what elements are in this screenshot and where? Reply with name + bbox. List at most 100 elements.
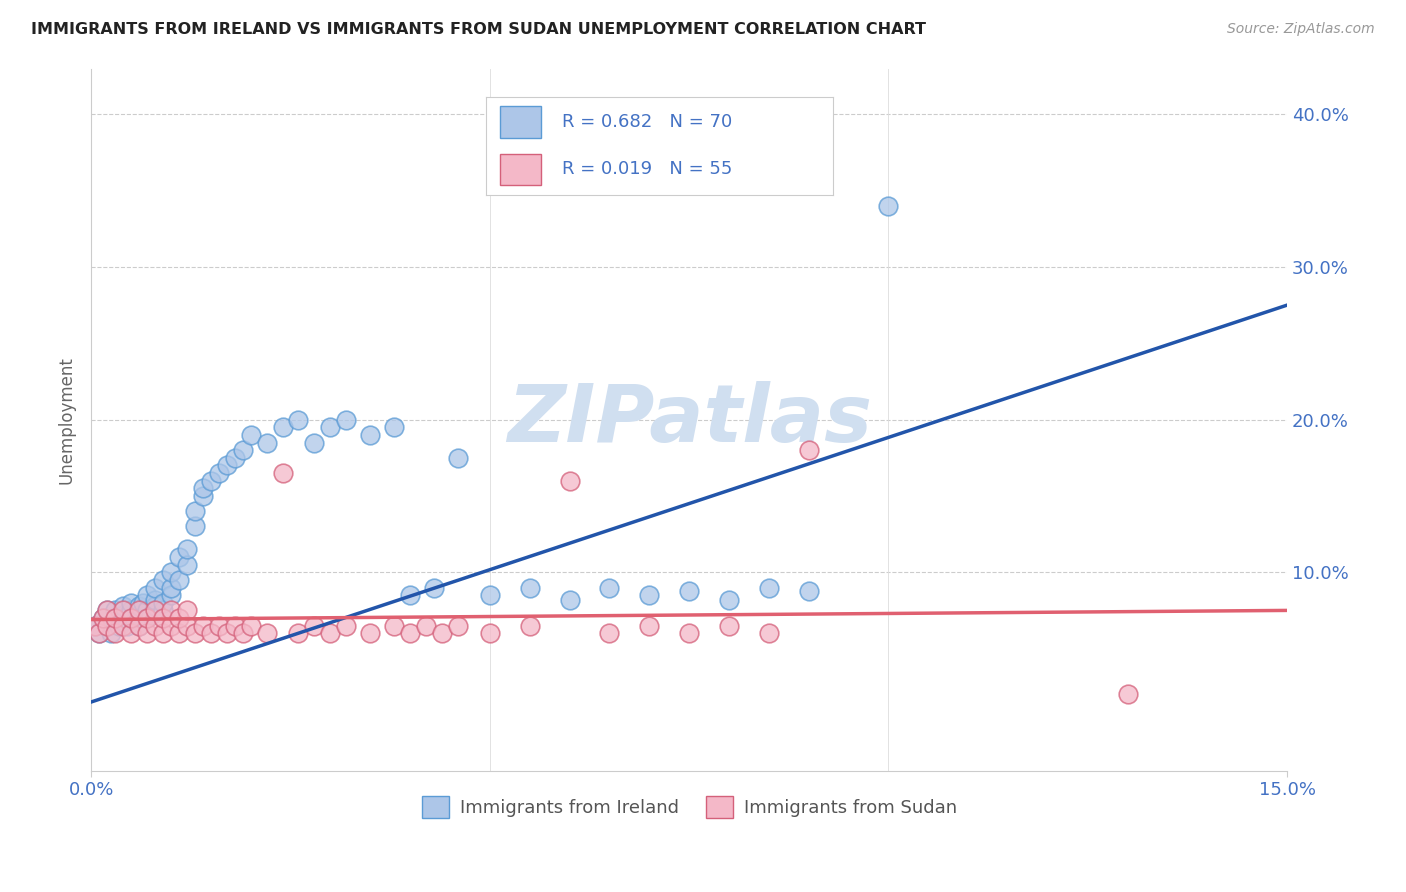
Point — [112, 607, 135, 622]
Point — [143, 599, 166, 613]
Point — [128, 618, 150, 632]
Point — [287, 412, 309, 426]
Point — [167, 626, 190, 640]
Point — [256, 626, 278, 640]
Point — [200, 474, 222, 488]
Point — [136, 611, 159, 625]
Point — [335, 412, 357, 426]
Point — [717, 618, 740, 632]
Point — [224, 450, 246, 465]
Point — [239, 428, 262, 442]
Text: ZIPatlas: ZIPatlas — [506, 381, 872, 458]
Point — [558, 474, 581, 488]
Point — [184, 519, 207, 533]
Point — [108, 618, 131, 632]
Point — [335, 618, 357, 632]
Point — [224, 618, 246, 632]
Point — [104, 611, 127, 625]
Point — [1116, 687, 1139, 701]
Point — [638, 618, 661, 632]
Point — [239, 618, 262, 632]
Y-axis label: Unemployment: Unemployment — [58, 356, 75, 483]
Point — [430, 626, 453, 640]
Point — [143, 592, 166, 607]
Point — [215, 626, 238, 640]
Point — [877, 199, 900, 213]
Point — [717, 592, 740, 607]
Point — [232, 443, 254, 458]
Point — [287, 626, 309, 640]
Point — [128, 599, 150, 613]
Point — [143, 581, 166, 595]
Point — [519, 618, 541, 632]
Point — [152, 611, 174, 625]
Point — [399, 626, 422, 640]
Point — [184, 626, 207, 640]
Point — [758, 626, 780, 640]
Point — [359, 626, 381, 640]
Point — [382, 420, 405, 434]
Point — [120, 611, 142, 625]
Point — [152, 603, 174, 617]
Point — [797, 443, 820, 458]
Point — [678, 626, 700, 640]
Point — [104, 626, 127, 640]
Point — [152, 573, 174, 587]
Point — [89, 626, 111, 640]
Point — [115, 618, 138, 632]
Point — [91, 611, 114, 625]
Point — [558, 592, 581, 607]
Point — [797, 583, 820, 598]
Point — [84, 618, 107, 632]
Point — [304, 618, 326, 632]
Point — [256, 435, 278, 450]
Text: Source: ZipAtlas.com: Source: ZipAtlas.com — [1227, 22, 1375, 37]
Legend: Immigrants from Ireland, Immigrants from Sudan: Immigrants from Ireland, Immigrants from… — [415, 789, 965, 825]
Point — [167, 573, 190, 587]
Point — [160, 581, 183, 595]
Point — [176, 558, 198, 572]
Point — [160, 618, 183, 632]
Point — [104, 611, 127, 625]
Point — [167, 611, 190, 625]
Point — [96, 603, 118, 617]
Point — [112, 603, 135, 617]
Point — [191, 481, 214, 495]
Point — [176, 542, 198, 557]
Point — [399, 588, 422, 602]
Point — [176, 618, 198, 632]
Point — [89, 626, 111, 640]
Point — [128, 618, 150, 632]
Point — [758, 581, 780, 595]
Point — [215, 458, 238, 473]
Point — [160, 603, 183, 617]
Point — [84, 618, 107, 632]
Point — [200, 626, 222, 640]
Point — [104, 603, 127, 617]
Point — [143, 618, 166, 632]
Point — [184, 504, 207, 518]
Point — [638, 588, 661, 602]
Point — [112, 614, 135, 628]
Point — [191, 489, 214, 503]
Point — [152, 596, 174, 610]
Point — [136, 626, 159, 640]
Point — [271, 466, 294, 480]
Point — [478, 588, 501, 602]
Point — [96, 603, 118, 617]
Point — [128, 603, 150, 617]
Point — [96, 618, 118, 632]
Point — [382, 618, 405, 632]
Point — [176, 603, 198, 617]
Point — [304, 435, 326, 450]
Point — [136, 603, 159, 617]
Point — [104, 614, 127, 628]
Point — [124, 614, 146, 628]
Point — [152, 626, 174, 640]
Point — [208, 466, 231, 480]
Point — [112, 599, 135, 613]
Point — [100, 626, 122, 640]
Point — [128, 607, 150, 622]
Point — [519, 581, 541, 595]
Point — [415, 618, 437, 632]
